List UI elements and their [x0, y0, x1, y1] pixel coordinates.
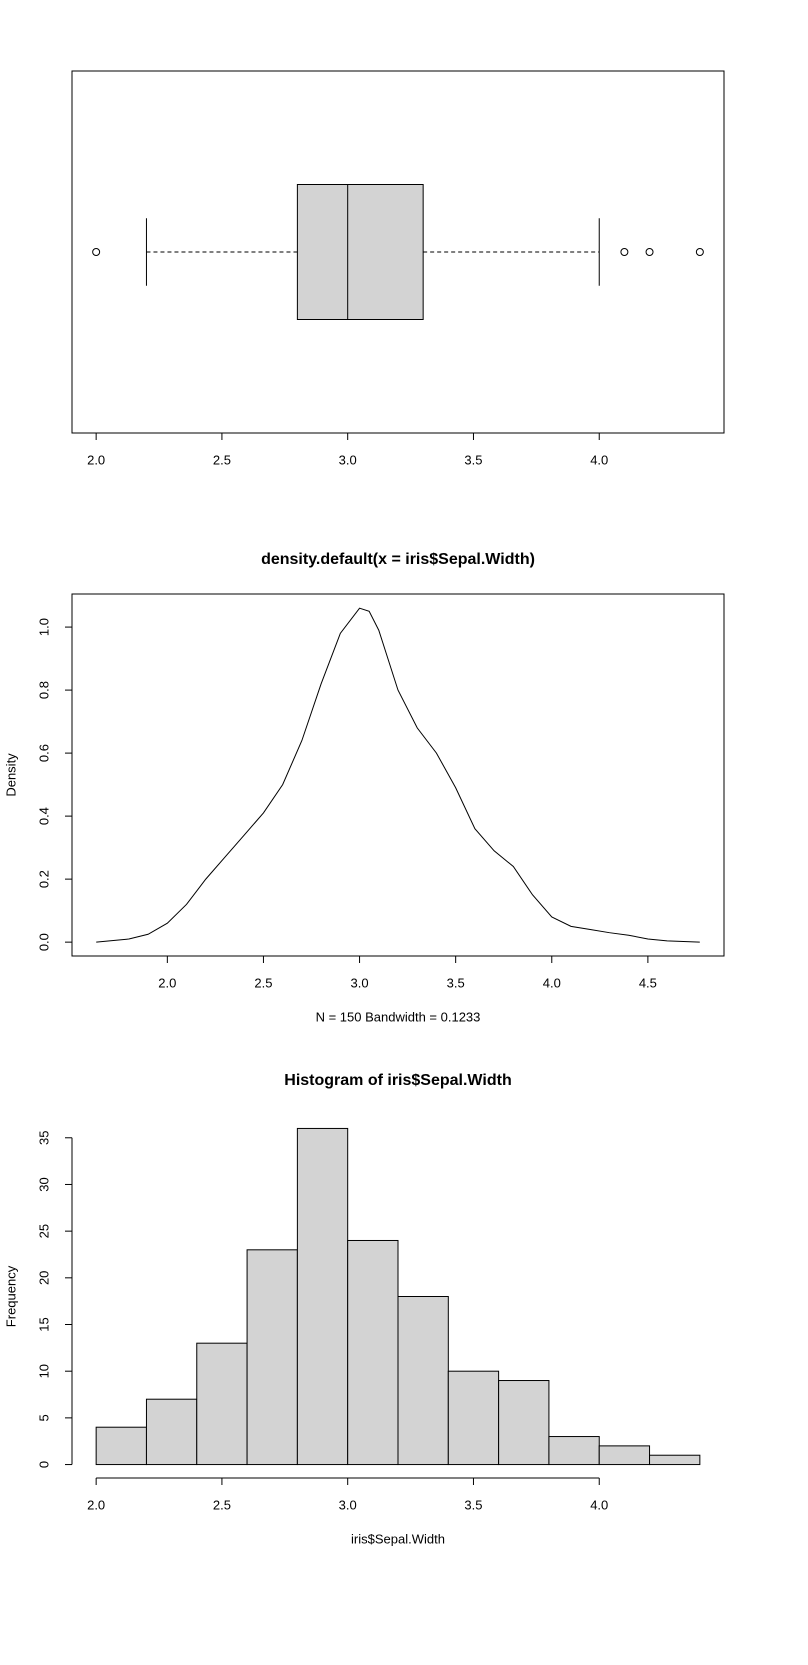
y-tick-label: 30	[36, 1177, 51, 1191]
y-tick-label: 0.0	[36, 933, 51, 951]
bar	[347, 1239, 399, 1466]
y-tick-label: 0.4	[36, 807, 51, 825]
x-tick-label: 3.0	[351, 975, 369, 990]
bar	[397, 1296, 449, 1466]
x-tick-label: 4.0	[590, 452, 608, 467]
x-tick-label: 3.5	[447, 975, 465, 990]
bar	[145, 1398, 198, 1466]
x-tick-label: 3.5	[464, 452, 482, 467]
bar	[246, 1249, 298, 1466]
bar	[95, 1426, 147, 1466]
bar	[649, 1454, 701, 1466]
y-tick-label: 0	[36, 1461, 51, 1468]
y-tick-label: 20	[36, 1271, 51, 1285]
outlier	[92, 248, 101, 256]
y-axis-label: Density	[3, 753, 18, 797]
plot-frame	[71, 593, 725, 957]
x-tick-label: 4.5	[639, 975, 657, 990]
bar	[598, 1445, 651, 1466]
chart-title: density.default(x = iris$Sepal.Width)	[261, 551, 535, 568]
bar	[196, 1342, 248, 1466]
y-tick-label: 1.0	[36, 618, 51, 636]
x-axis-label: iris$Sepal.Width	[351, 1531, 445, 1546]
y-tick-label: 0.2	[36, 870, 51, 888]
x-tick-label: 3.0	[339, 452, 357, 467]
box	[296, 184, 424, 320]
x-tick-label: 2.5	[213, 1497, 231, 1512]
y-tick-label: 10	[36, 1364, 51, 1378]
y-tick-label: 0.6	[36, 744, 51, 762]
x-tick-label: 2.0	[87, 1497, 105, 1512]
y-tick-label: 35	[36, 1131, 51, 1145]
x-tick-label: 2.5	[254, 975, 272, 990]
y-tick-label: 5	[36, 1414, 51, 1421]
bar	[296, 1127, 349, 1466]
outlier	[645, 248, 654, 256]
x-tick-label: 4.0	[543, 975, 561, 990]
y-axis-label: Frequency	[3, 1265, 18, 1327]
outlier	[620, 248, 629, 256]
bar	[447, 1370, 500, 1466]
x-axis-label: N = 150 Bandwidth = 0.1233	[316, 1009, 481, 1024]
bar	[548, 1436, 600, 1466]
density-line	[96, 607, 700, 943]
outlier	[695, 248, 704, 256]
x-tick-label: 3.5	[464, 1497, 482, 1512]
y-tick-label: 15	[36, 1317, 51, 1331]
x-tick-label: 2.5	[213, 452, 231, 467]
y-tick-label: 0.8	[36, 681, 51, 699]
x-tick-label: 2.0	[87, 452, 105, 467]
x-tick-label: 4.0	[590, 1497, 608, 1512]
x-tick-label: 2.0	[158, 975, 176, 990]
y-tick-label: 25	[36, 1224, 51, 1238]
chart-title: Histogram of iris$Sepal.Width	[284, 1072, 511, 1089]
bar	[498, 1380, 550, 1466]
x-tick-label: 3.0	[339, 1497, 357, 1512]
